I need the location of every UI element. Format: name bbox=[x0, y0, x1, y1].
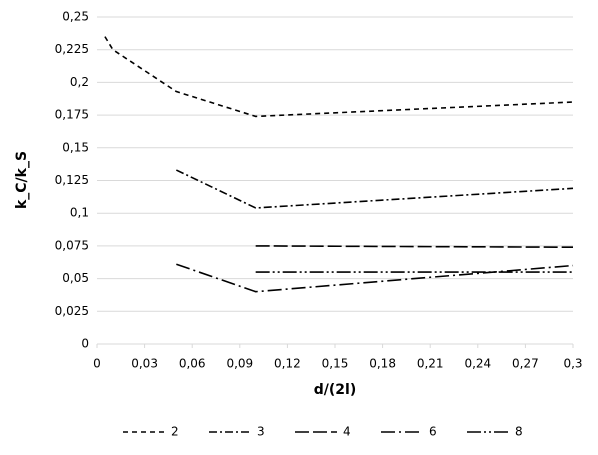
x-tick-label: 0 bbox=[93, 357, 101, 371]
x-axis-title: d/(2l) bbox=[314, 382, 356, 398]
y-tick-label: 0,2 bbox=[70, 75, 89, 89]
legend-label: 6 bbox=[429, 425, 437, 439]
x-tick-label: 0,27 bbox=[512, 357, 539, 371]
y-tick-label: 0,15 bbox=[62, 140, 89, 154]
x-tick-label: 0,06 bbox=[179, 357, 206, 371]
series-line bbox=[176, 263, 574, 293]
y-tick-label: 0,125 bbox=[55, 173, 89, 187]
series-line bbox=[175, 169, 574, 209]
x-tick-label: 0,21 bbox=[417, 357, 444, 371]
legend-label: 4 bbox=[343, 425, 351, 439]
x-tick-label: 0,09 bbox=[226, 357, 253, 371]
legend-label: 8 bbox=[515, 425, 523, 439]
y-tick-label: 0,025 bbox=[55, 304, 89, 318]
x-tick-label: 0,15 bbox=[322, 357, 349, 371]
x-tick-label: 0,24 bbox=[464, 357, 491, 371]
y-tick-label: 0 bbox=[81, 337, 89, 351]
legend-label: 3 bbox=[257, 425, 265, 439]
series-line bbox=[104, 36, 574, 118]
y-tick-label: 0,1 bbox=[70, 206, 89, 220]
x-tick-label: 0,03 bbox=[131, 357, 158, 371]
y-tick-label: 0,075 bbox=[55, 238, 89, 252]
y-tick-label: 0,25 bbox=[62, 10, 89, 24]
series-line bbox=[255, 245, 574, 249]
y-axis-title: k_C/k_S bbox=[14, 151, 30, 209]
x-tick-label: 0,18 bbox=[369, 357, 396, 371]
x-tick-label: 0,3 bbox=[563, 357, 582, 371]
legend-label: 2 bbox=[171, 425, 179, 439]
x-tick-label: 0,12 bbox=[274, 357, 301, 371]
y-tick-label: 0,05 bbox=[62, 271, 89, 285]
y-tick-label: 0,175 bbox=[55, 108, 89, 122]
y-tick-label: 0,225 bbox=[55, 42, 89, 56]
